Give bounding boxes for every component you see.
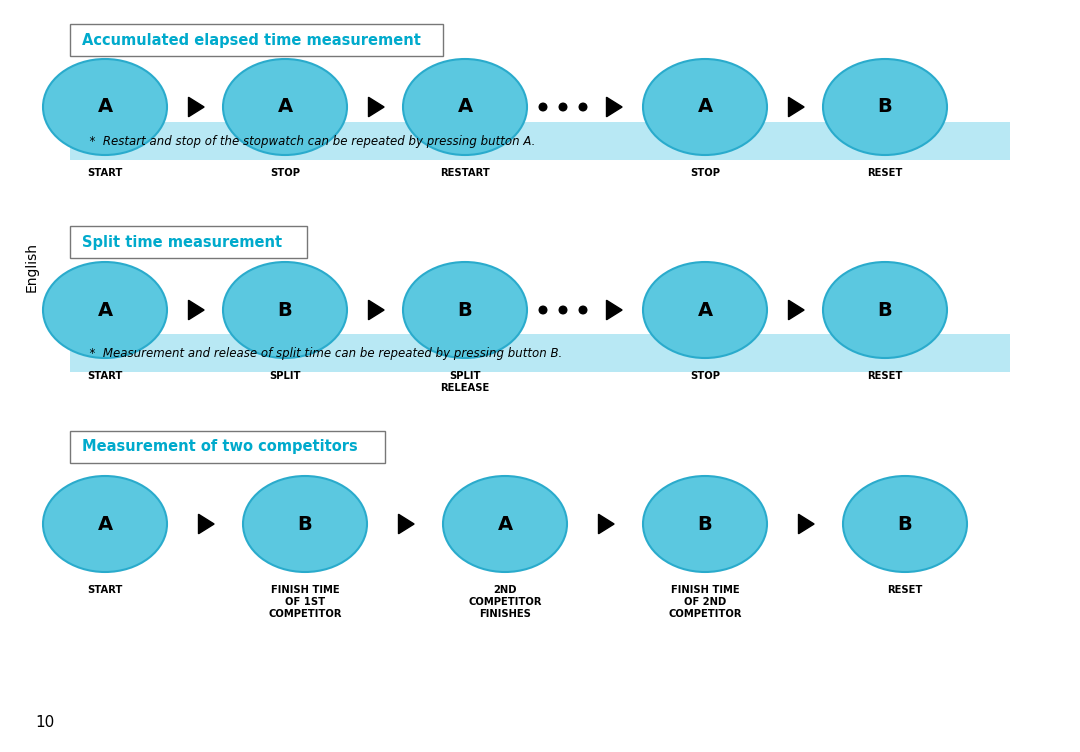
Text: B: B <box>458 301 472 320</box>
Ellipse shape <box>843 476 967 572</box>
Ellipse shape <box>643 59 767 155</box>
Ellipse shape <box>643 476 767 572</box>
Text: A: A <box>498 514 513 533</box>
Text: Split time measurement: Split time measurement <box>82 235 282 250</box>
Polygon shape <box>199 514 214 534</box>
Text: A: A <box>278 98 293 117</box>
Text: 10: 10 <box>35 715 54 730</box>
Circle shape <box>579 306 586 314</box>
Polygon shape <box>788 97 805 117</box>
Text: B: B <box>878 301 892 320</box>
Ellipse shape <box>43 59 167 155</box>
Text: START: START <box>87 585 123 595</box>
Polygon shape <box>399 514 414 534</box>
Text: *  Restart and stop of the stopwatch can be repeated by pressing button A.: * Restart and stop of the stopwatch can … <box>82 135 536 147</box>
Text: Measurement of two competitors: Measurement of two competitors <box>82 439 357 454</box>
Polygon shape <box>607 97 622 117</box>
Text: B: B <box>298 514 312 533</box>
Text: B: B <box>278 301 293 320</box>
Ellipse shape <box>643 262 767 358</box>
Text: START: START <box>87 168 123 178</box>
Circle shape <box>579 103 586 111</box>
Text: FINISH TIME
OF 1ST
COMPETITOR: FINISH TIME OF 1ST COMPETITOR <box>268 585 341 619</box>
Text: A: A <box>97 301 112 320</box>
Text: A: A <box>458 98 473 117</box>
Ellipse shape <box>243 476 367 572</box>
FancyBboxPatch shape <box>70 226 308 258</box>
Text: A: A <box>698 301 713 320</box>
Text: B: B <box>878 98 892 117</box>
FancyBboxPatch shape <box>70 122 1010 160</box>
Polygon shape <box>368 97 384 117</box>
Ellipse shape <box>403 262 527 358</box>
Circle shape <box>539 103 546 111</box>
Text: A: A <box>97 98 112 117</box>
Ellipse shape <box>43 476 167 572</box>
Text: B: B <box>698 514 713 533</box>
Text: Accumulated elapsed time measurement: Accumulated elapsed time measurement <box>82 32 421 47</box>
Text: 2ND
COMPETITOR
FINISHES: 2ND COMPETITOR FINISHES <box>469 585 542 619</box>
Circle shape <box>559 103 567 111</box>
Text: RESET: RESET <box>867 371 903 381</box>
Ellipse shape <box>43 262 167 358</box>
Ellipse shape <box>443 476 567 572</box>
Text: A: A <box>698 98 713 117</box>
Ellipse shape <box>403 59 527 155</box>
FancyBboxPatch shape <box>70 334 1010 372</box>
Polygon shape <box>788 300 805 320</box>
Polygon shape <box>607 300 622 320</box>
Text: A: A <box>97 514 112 533</box>
Text: START: START <box>87 371 123 381</box>
Ellipse shape <box>823 59 947 155</box>
Text: STOP: STOP <box>270 168 300 178</box>
Text: RESTART: RESTART <box>441 168 490 178</box>
Circle shape <box>539 306 546 314</box>
Text: *  Measurement and release of split time can be repeated by pressing button B.: * Measurement and release of split time … <box>82 347 563 359</box>
Polygon shape <box>598 514 615 534</box>
Text: English: English <box>25 242 39 292</box>
Polygon shape <box>798 514 814 534</box>
Text: STOP: STOP <box>690 168 720 178</box>
FancyBboxPatch shape <box>70 24 443 56</box>
Polygon shape <box>368 300 384 320</box>
Text: RESET: RESET <box>867 168 903 178</box>
Text: SPLIT: SPLIT <box>269 371 300 381</box>
Text: FINISH TIME
OF 2ND
COMPETITOR: FINISH TIME OF 2ND COMPETITOR <box>669 585 742 619</box>
Text: SPLIT
RELEASE: SPLIT RELEASE <box>441 371 489 393</box>
Ellipse shape <box>222 262 347 358</box>
Ellipse shape <box>222 59 347 155</box>
Text: B: B <box>897 514 913 533</box>
Circle shape <box>559 306 567 314</box>
Text: RESET: RESET <box>888 585 922 595</box>
Text: STOP: STOP <box>690 371 720 381</box>
Polygon shape <box>189 97 204 117</box>
Polygon shape <box>189 300 204 320</box>
Ellipse shape <box>823 262 947 358</box>
FancyBboxPatch shape <box>70 431 384 463</box>
